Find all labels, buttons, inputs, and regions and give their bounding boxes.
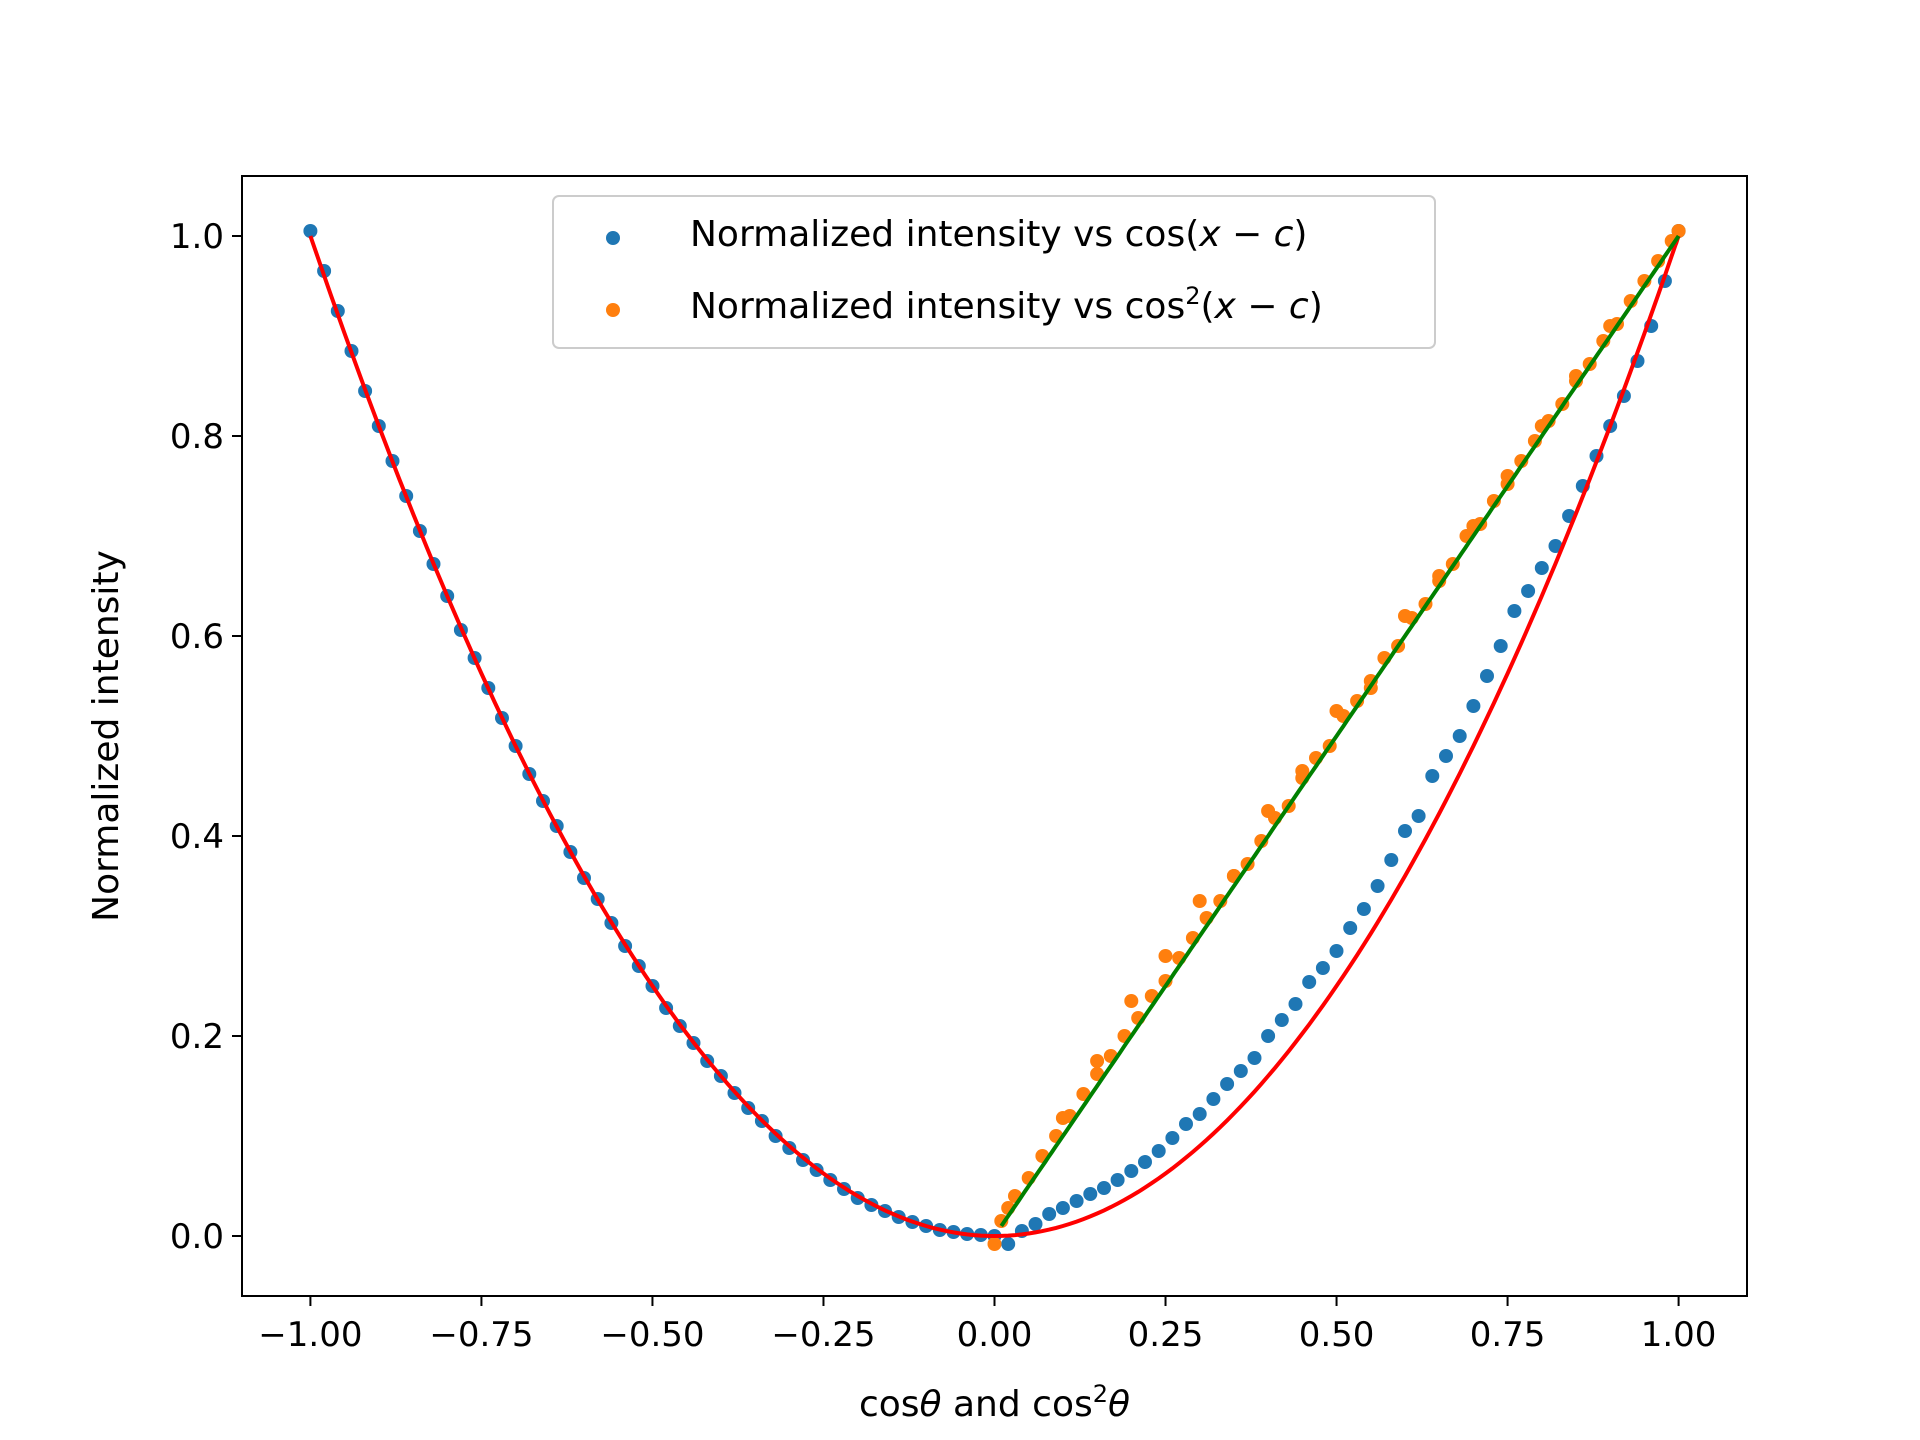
scatter-point-series0 [1521,584,1536,598]
scatter-point-series0 [1274,1013,1289,1027]
scatter-point-series1 [1055,1111,1070,1125]
x-tick-label: −0.50 [600,1315,704,1355]
scatter-point-series0 [1288,997,1303,1011]
legend-entry-cos-squared: Normalized intensity vs cos2(x − c) [690,282,1323,327]
scatter-point-series0 [1534,561,1549,575]
scatter-point-series1 [1192,894,1207,908]
x-tick-label: −0.25 [771,1315,875,1355]
y-tick-label: 1.0 [170,217,224,257]
x-tick-label: −1.00 [258,1315,362,1355]
axis-ticks: −1.00 −0.75 −0.50 −0.25 0.00 0.25 0.50 0.75 1.00… [170,217,1717,1355]
scatter-point-series1 [1261,804,1276,818]
scatter-point-series0 [1384,853,1399,867]
scatter-point-series0 [1452,729,1467,743]
fit-line-green [999,234,1681,1228]
scatter-point-series0 [1138,1155,1152,1169]
scatter-point-series0 [1055,1201,1070,1215]
y-tick-label: 0.4 [170,817,224,857]
scatter-point-series0 [1493,639,1508,653]
scatter-point-series1 [1398,609,1412,623]
scatter-point-series1 [1295,764,1310,778]
scatter-point-series0 [1261,1029,1276,1043]
x-tick-label: 1.00 [1641,1315,1717,1355]
scatter-point-series0 [1110,1173,1125,1187]
y-tick-label: 0.8 [170,417,224,457]
scatter-point-series0 [1206,1092,1221,1106]
scatter-point-series1 [987,1237,1002,1251]
scatter-point-series0 [1343,921,1358,935]
scatter-point-series1 [1329,704,1344,718]
scatter-point-series0 [1315,961,1330,975]
scatter-point-series0 [1165,1131,1180,1145]
scatter-point-series1 [1671,224,1686,238]
scatter-point-series1 [1124,994,1139,1008]
scatter-point-series0 [1179,1117,1193,1131]
scatter-point-series0 [1247,1051,1262,1065]
scatter-point-series0 [1220,1077,1235,1091]
legend-entry-cos: Normalized intensity vs cos(x − c) [690,214,1307,255]
legend: Normalized intensity vs cos(x − c) Norma… [552,195,1436,349]
scatter-point-series0 [1151,1144,1166,1158]
scatter-point-series1 [1158,949,1173,963]
legend-marker-blue [606,231,620,245]
scatter-point-series0 [1124,1164,1139,1178]
scatter-point-series0 [1028,1217,1043,1231]
scatter-point-series1 [1090,1054,1105,1068]
scatter-point-series0 [1069,1194,1084,1208]
scatter-point-series0 [303,224,318,238]
scatter-point-series0 [1083,1187,1098,1201]
x-tick-label: 0.50 [1299,1315,1375,1355]
y-tick-label: 0.6 [170,617,224,657]
scatter-point-series0 [1001,1237,1016,1251]
fit-line-red [308,235,1681,1239]
plot-area [303,224,1686,1251]
x-axis-label: cosθ and cos2θ [859,1380,1130,1425]
scatter-point-series0 [1466,699,1481,713]
scatter-point-series0 [1042,1207,1057,1221]
legend-marker-orange [606,303,620,317]
x-tick-label: 0.25 [1128,1315,1204,1355]
legend-box [552,195,1436,349]
scatter-point-series0 [1233,1064,1248,1078]
scatter-point-series0 [1302,975,1317,989]
scatter-point-series0 [1411,809,1426,823]
scatter-point-series0 [1356,902,1371,916]
scatter-point-series0 [1507,604,1522,618]
y-tick-label: 0.2 [170,1017,224,1057]
scatter-point-series0 [1370,879,1385,893]
scatter-point-series0 [1398,824,1412,838]
y-axis-label: Normalized intensity [86,550,127,922]
scatter-point-series0 [1425,769,1440,783]
scatter-point-series0 [1480,669,1494,683]
x-tick-label: −0.75 [429,1315,533,1355]
x-tick-label: 0.75 [1470,1315,1546,1355]
scatter-point-series0 [1548,539,1563,553]
scatter-point-series0 [1329,944,1344,958]
scatter-point-series0 [1192,1107,1207,1121]
x-tick-label: 0.00 [957,1315,1033,1355]
scatter-point-series0 [1097,1181,1111,1195]
y-tick-label: 0.0 [170,1217,224,1257]
scatter-point-series0 [1439,749,1453,763]
